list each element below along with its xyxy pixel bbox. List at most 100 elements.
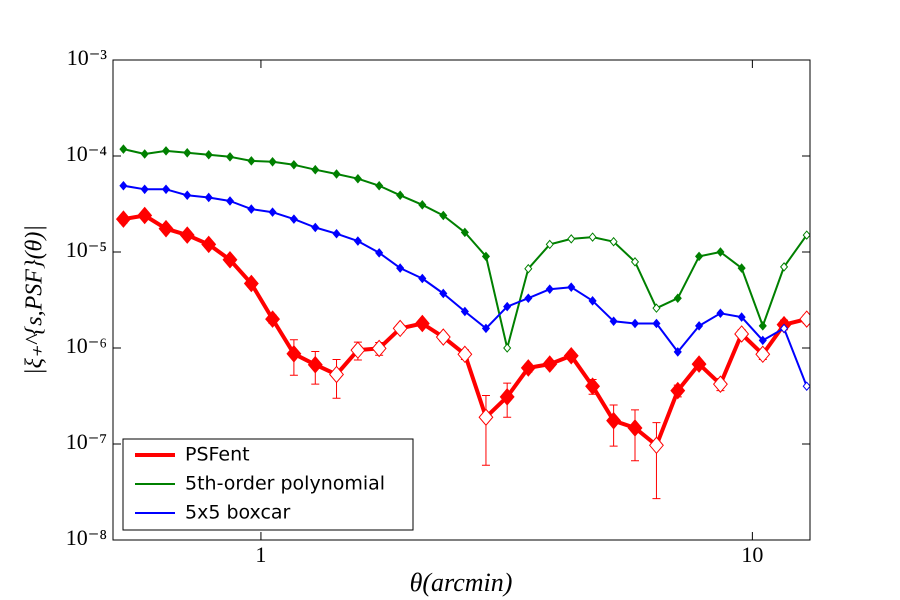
y-tick-label: 10⁻⁵ [66, 237, 107, 262]
marker [481, 251, 491, 262]
marker [329, 365, 344, 384]
marker [161, 146, 171, 156]
legend-label: 5th-order polynomial [185, 473, 385, 495]
legend-label: PSFent [185, 444, 250, 466]
marker [268, 157, 277, 167]
marker [183, 148, 192, 158]
marker [460, 306, 469, 317]
marker [481, 323, 491, 334]
marker [140, 184, 149, 195]
marker [183, 190, 192, 201]
marker [802, 230, 810, 240]
marker [545, 284, 554, 294]
marker [737, 263, 746, 273]
marker [179, 226, 195, 244]
marker [545, 239, 554, 250]
marker [460, 227, 469, 238]
marker [542, 355, 558, 373]
marker [652, 303, 661, 313]
marker [524, 263, 533, 274]
marker [286, 345, 302, 363]
marker [630, 257, 640, 267]
marker [503, 343, 512, 353]
marker [161, 184, 171, 195]
marker [137, 206, 153, 225]
x-axis-label: θ(arcmin) [410, 568, 513, 597]
marker [247, 204, 256, 214]
marker [567, 234, 576, 244]
marker [439, 210, 448, 221]
marker [350, 341, 366, 359]
marker [332, 169, 341, 179]
marker [158, 219, 174, 238]
y-tick-label: 10⁻³ [67, 45, 108, 70]
marker [520, 359, 536, 377]
marker [609, 316, 618, 327]
marker [201, 235, 217, 254]
marker [414, 314, 430, 333]
series [119, 180, 810, 391]
marker [289, 160, 298, 170]
marker [503, 301, 512, 312]
error-bar [481, 395, 490, 466]
marker [353, 173, 362, 184]
marker [396, 263, 405, 273]
marker [311, 222, 320, 233]
marker [435, 328, 451, 346]
marker [332, 228, 341, 239]
marker [691, 355, 707, 373]
y-tick-label: 10⁻⁸ [66, 525, 107, 550]
marker [802, 381, 810, 391]
marker [457, 345, 473, 364]
marker [799, 310, 810, 328]
marker [758, 335, 767, 346]
marker [606, 411, 622, 430]
marker [695, 251, 704, 262]
x-tick-label: 10 [741, 542, 763, 567]
marker [225, 196, 235, 206]
marker [499, 388, 515, 406]
marker [716, 308, 725, 319]
marker [588, 232, 597, 242]
marker [695, 321, 704, 331]
marker [225, 152, 235, 162]
marker [204, 149, 213, 160]
marker [673, 347, 682, 357]
plot-frame [112, 59, 811, 541]
marker [712, 375, 728, 393]
marker [563, 346, 579, 365]
marker [673, 293, 682, 303]
marker [758, 321, 767, 331]
marker [478, 408, 494, 427]
marker [567, 282, 576, 292]
marker [204, 192, 213, 203]
marker [289, 214, 298, 224]
marker [418, 200, 427, 210]
marker [243, 274, 259, 293]
marker [670, 381, 686, 400]
marker [311, 164, 320, 175]
marker [353, 236, 362, 246]
marker [524, 293, 533, 303]
marker [648, 436, 664, 455]
marker [375, 248, 384, 258]
y-tick-label: 10⁻⁶ [66, 333, 107, 358]
marker [265, 310, 281, 328]
marker [755, 345, 771, 364]
marker [630, 318, 640, 329]
marker [627, 419, 643, 437]
marker [734, 325, 750, 343]
marker [779, 323, 789, 334]
marker [115, 210, 131, 228]
marker [737, 312, 746, 322]
marker [119, 180, 128, 191]
series [119, 144, 810, 353]
marker [247, 156, 256, 166]
marker [371, 339, 387, 358]
y-tick-label: 10⁻⁷ [66, 429, 107, 454]
marker [652, 318, 661, 329]
marker [392, 319, 408, 338]
marker [716, 247, 725, 257]
marker [439, 288, 448, 299]
marker [222, 250, 238, 269]
